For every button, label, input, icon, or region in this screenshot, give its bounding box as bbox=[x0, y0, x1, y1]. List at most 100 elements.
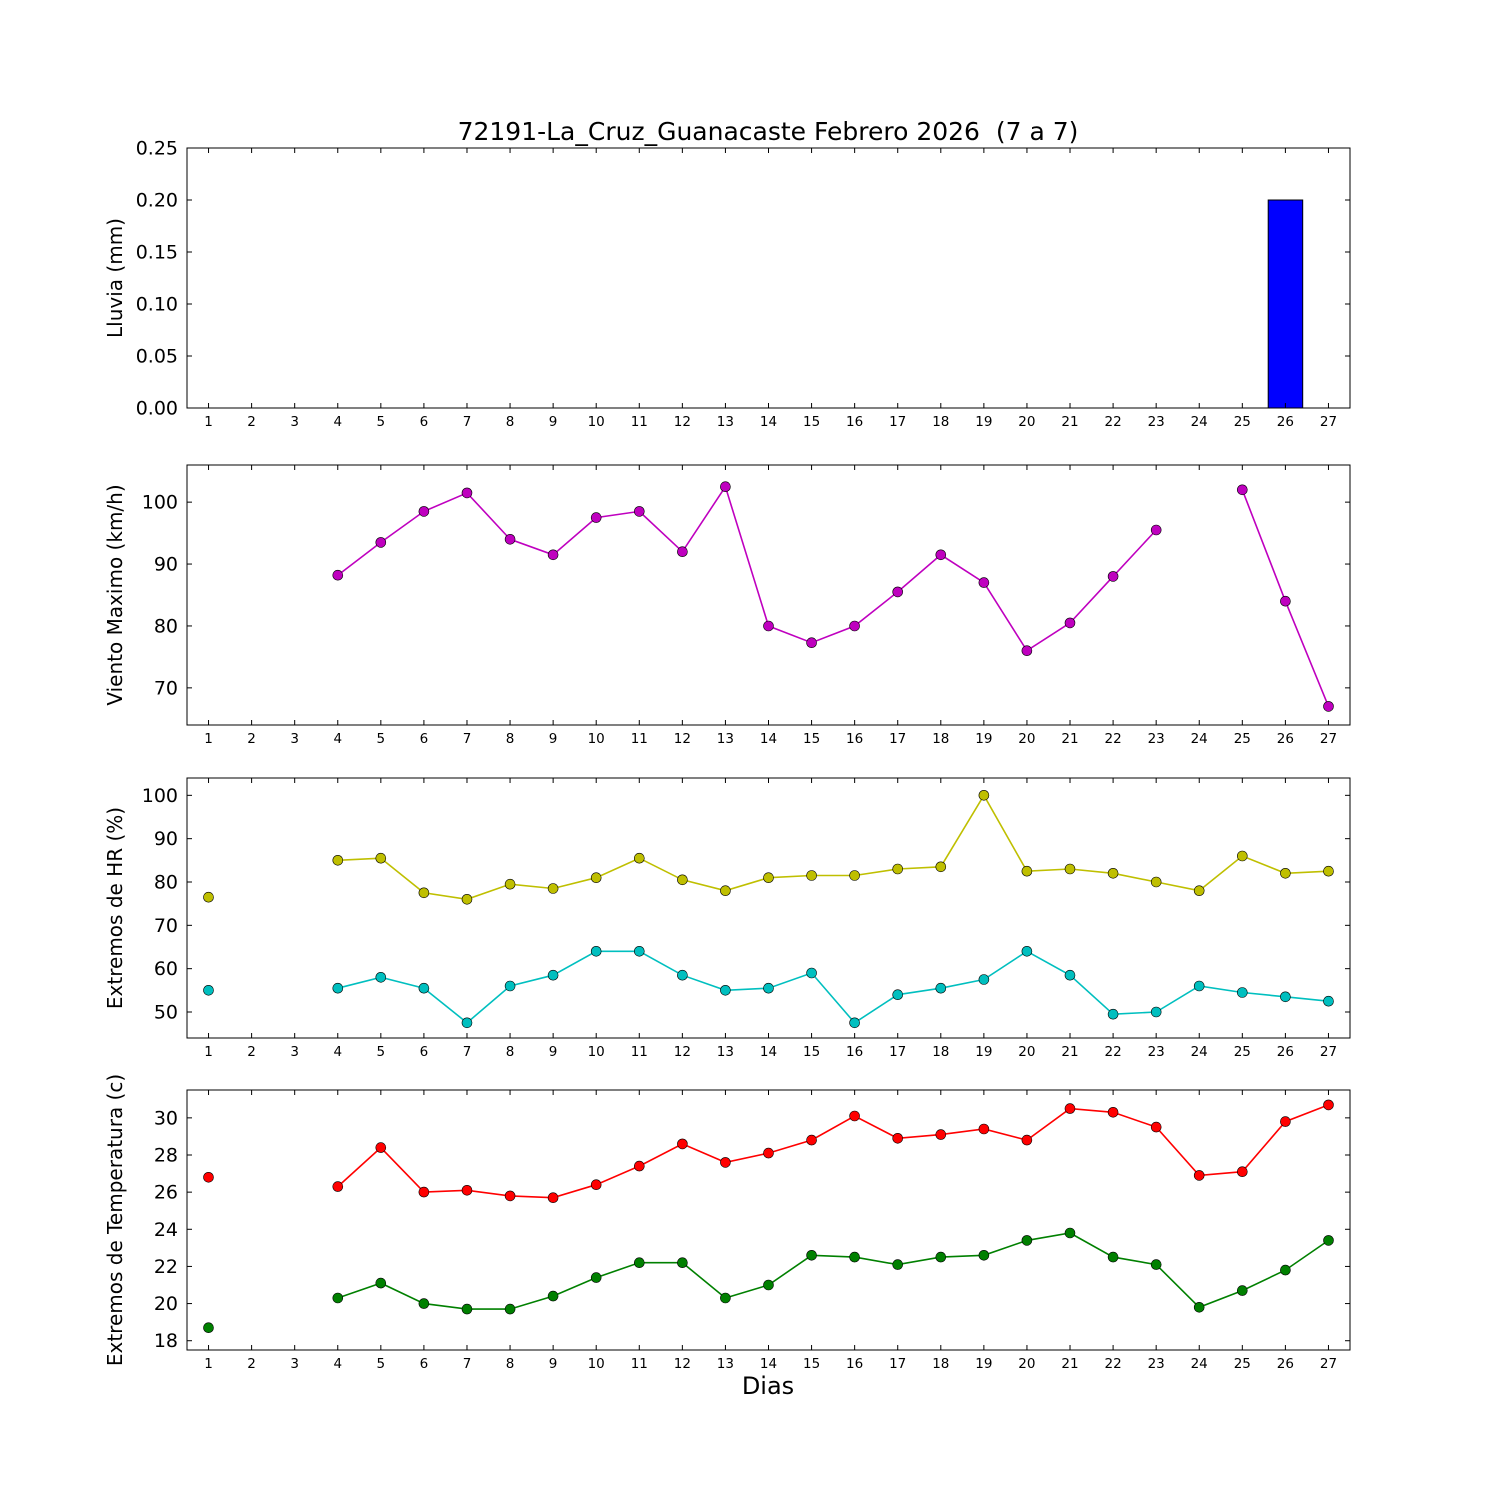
x-tick-label: 20 bbox=[1018, 414, 1035, 430]
x-tick-label: 22 bbox=[1105, 1356, 1122, 1372]
data-point bbox=[1193, 980, 1205, 992]
x-tick-label: 9 bbox=[549, 414, 558, 430]
x-tick-label: 26 bbox=[1277, 731, 1294, 747]
data-point bbox=[978, 1250, 990, 1261]
data-point bbox=[375, 537, 387, 548]
x-tick-label: 5 bbox=[377, 731, 386, 747]
x-tick-label: 6 bbox=[420, 731, 429, 747]
data-point bbox=[849, 620, 860, 632]
x-tick-label: 1 bbox=[204, 1356, 213, 1372]
x-tick-label: 26 bbox=[1277, 414, 1294, 430]
data-point bbox=[806, 637, 817, 649]
data-point bbox=[1237, 1285, 1248, 1296]
x-tick-label: 19 bbox=[975, 1356, 992, 1372]
data-point bbox=[849, 1110, 860, 1122]
y-tick-label: 0.10 bbox=[136, 294, 178, 316]
chart-title: 72191-La_Cruz_Guanacaste Febrero 2026 (7… bbox=[458, 117, 1079, 146]
y-tick-label: 18 bbox=[154, 1330, 178, 1352]
y-tick-label: 70 bbox=[154, 677, 178, 699]
y-tick-label: 50 bbox=[154, 1002, 178, 1024]
y-tick-label: 80 bbox=[154, 872, 178, 894]
y-tick-label: 26 bbox=[154, 1182, 178, 1204]
data-point bbox=[547, 1192, 559, 1203]
x-tick-label: 24 bbox=[1191, 1356, 1208, 1372]
x-tick-label: 5 bbox=[377, 414, 386, 430]
data-point bbox=[547, 969, 559, 981]
data-point bbox=[547, 883, 559, 894]
series-temperatura-maxima bbox=[203, 1099, 1334, 1203]
x-tick-label: 15 bbox=[803, 731, 820, 747]
data-point bbox=[461, 1303, 473, 1315]
x-tick-label: 3 bbox=[290, 731, 299, 747]
data-point bbox=[1064, 1103, 1076, 1114]
x-tick-label: 27 bbox=[1320, 1044, 1337, 1060]
data-point bbox=[332, 1292, 344, 1304]
data-point bbox=[1107, 1251, 1119, 1263]
x-tick-label: 10 bbox=[588, 731, 605, 747]
x-tick-label: 21 bbox=[1061, 1356, 1078, 1372]
x-tick-label: 11 bbox=[631, 1044, 648, 1060]
data-point bbox=[978, 577, 990, 588]
x-tick-label: 17 bbox=[889, 414, 906, 430]
x-tick-label: 4 bbox=[334, 731, 343, 747]
x-tick-label: 25 bbox=[1234, 731, 1251, 747]
data-point bbox=[418, 506, 430, 517]
data-point bbox=[1021, 945, 1033, 957]
x-tick-label: 16 bbox=[846, 731, 863, 747]
x-tick-label: 12 bbox=[674, 414, 691, 430]
data-point bbox=[763, 872, 774, 884]
x-tick-label: 23 bbox=[1148, 1044, 1165, 1060]
x-tick-label: 7 bbox=[463, 731, 472, 747]
x-tick-label: 27 bbox=[1320, 731, 1337, 747]
data-point bbox=[806, 967, 817, 979]
x-tick-label: 10 bbox=[588, 1044, 605, 1060]
x-tick-label: 16 bbox=[846, 1044, 863, 1060]
y-tick-label: 0.05 bbox=[136, 346, 178, 368]
data-point bbox=[677, 1138, 688, 1150]
series-line bbox=[337, 950, 1329, 1024]
data-point bbox=[203, 1172, 214, 1183]
x-tick-label: 14 bbox=[760, 414, 777, 430]
data-point bbox=[849, 870, 860, 881]
data-point bbox=[677, 969, 688, 981]
data-point bbox=[418, 1186, 430, 1198]
data-point bbox=[418, 887, 430, 899]
x-tick-label: 18 bbox=[932, 414, 949, 430]
data-point bbox=[461, 487, 473, 499]
y-tick-label: 24 bbox=[154, 1219, 178, 1241]
y-axis-title: Extremos de Temperatura (c) bbox=[103, 1074, 127, 1366]
x-tick-label: 20 bbox=[1018, 1356, 1035, 1372]
x-tick-label: 21 bbox=[1061, 731, 1078, 747]
data-point bbox=[461, 893, 473, 905]
data-point bbox=[1237, 484, 1248, 496]
data-point bbox=[1323, 865, 1334, 877]
y-tick-label: 28 bbox=[154, 1145, 178, 1167]
y-tick-label: 0.00 bbox=[136, 398, 178, 420]
data-point bbox=[1021, 645, 1033, 657]
x-tick-label: 27 bbox=[1320, 1356, 1337, 1372]
x-tick-label: 18 bbox=[932, 731, 949, 747]
data-point bbox=[504, 533, 516, 545]
data-point bbox=[1150, 1121, 1162, 1133]
data-point bbox=[892, 989, 904, 1001]
x-tick-label: 8 bbox=[506, 1044, 515, 1060]
data-point bbox=[375, 852, 387, 864]
data-point bbox=[375, 1142, 387, 1153]
data-point bbox=[1237, 987, 1248, 998]
y-tick-label: 100 bbox=[142, 492, 178, 514]
x-tick-label: 23 bbox=[1148, 1356, 1165, 1372]
data-point bbox=[203, 1322, 214, 1333]
data-point bbox=[892, 1133, 904, 1144]
x-tick-label: 24 bbox=[1191, 731, 1208, 747]
y-tick-label: 20 bbox=[154, 1293, 178, 1315]
data-point bbox=[590, 1272, 602, 1283]
data-point bbox=[633, 1160, 645, 1172]
x-tick-label: 10 bbox=[588, 414, 605, 430]
series-line bbox=[337, 1232, 1329, 1310]
data-point bbox=[547, 1290, 559, 1302]
data-point bbox=[1021, 1134, 1033, 1146]
data-point bbox=[1280, 991, 1291, 1003]
data-point bbox=[892, 586, 904, 598]
